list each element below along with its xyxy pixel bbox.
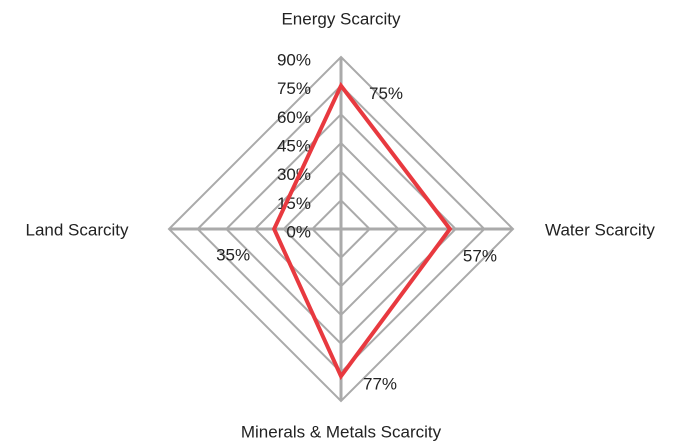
data-label: 75% <box>369 84 403 103</box>
tick-label: 30% <box>277 165 311 184</box>
tick-label: 90% <box>277 50 311 69</box>
data-label: 57% <box>463 246 497 265</box>
tick-label: 45% <box>277 136 311 155</box>
series-line <box>271 81 453 381</box>
category-label: Energy Scarcity <box>281 9 401 28</box>
category-label: Minerals & Metals Scarcity <box>241 422 442 441</box>
tick-label: 60% <box>277 108 311 127</box>
data-label: 77% <box>363 375 397 394</box>
category-label: Water Scarcity <box>545 220 655 239</box>
category-label: Land Scarcity <box>26 220 129 239</box>
tick-label: 75% <box>277 79 311 98</box>
tick-label: 0% <box>286 222 311 241</box>
data-label: 35% <box>216 245 250 264</box>
